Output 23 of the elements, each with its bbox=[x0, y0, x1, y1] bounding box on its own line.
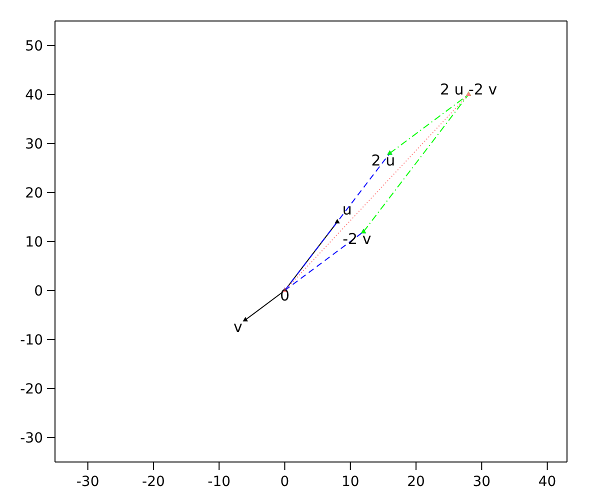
x-tick-label: 10 bbox=[341, 474, 360, 490]
x-tick-label: 20 bbox=[407, 474, 425, 490]
y-tick-label: 20 bbox=[25, 185, 43, 202]
y-tick-label: 30 bbox=[25, 136, 43, 152]
x-tick-label: -30 bbox=[76, 474, 100, 490]
y-tick-label: 10 bbox=[25, 234, 43, 250]
x-tick-label: 40 bbox=[538, 474, 556, 490]
x-tick-label: 30 bbox=[472, 474, 491, 490]
x-tick-label: -20 bbox=[142, 474, 165, 490]
annotation: -2 v bbox=[342, 230, 372, 248]
x-tick-label: -10 bbox=[208, 474, 231, 490]
annotation: 2 u -2 v bbox=[440, 80, 498, 99]
y-tick-label: 50 bbox=[25, 38, 43, 54]
y-tick-label: 0 bbox=[34, 283, 43, 300]
annotation: u bbox=[342, 200, 352, 219]
y-tick-label: 40 bbox=[25, 87, 43, 104]
x-tick-label: 0 bbox=[280, 474, 290, 490]
annotation: 2 u bbox=[371, 152, 396, 170]
annotation: v bbox=[233, 318, 242, 336]
annotation: 0 bbox=[280, 286, 290, 304]
y-tick-label: -30 bbox=[20, 430, 43, 446]
y-tick-label: -20 bbox=[20, 381, 43, 398]
y-tick-label: -10 bbox=[20, 332, 43, 348]
